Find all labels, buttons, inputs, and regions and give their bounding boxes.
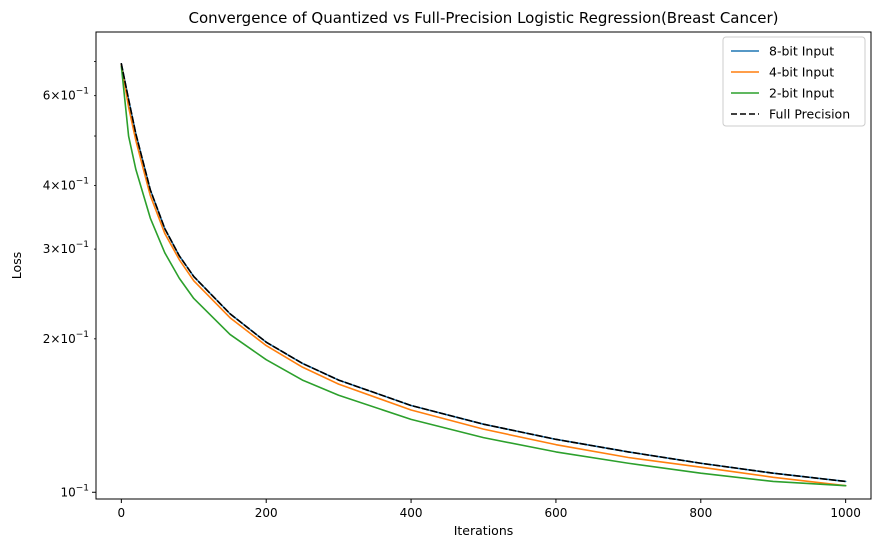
legend-label: 2-bit Input	[769, 86, 834, 101]
x-tick-label-4: 800	[689, 506, 712, 520]
y-tick-exponent: −1	[76, 240, 89, 250]
legend-label: 4-bit Input	[769, 65, 834, 80]
y-tick-mantissa: 4×	[43, 178, 61, 192]
y-tick-mantissa: 6×	[43, 89, 61, 103]
legend-label: 8-bit Input	[769, 44, 834, 59]
x-tick-label-3: 600	[544, 506, 567, 520]
y-tick-base: 10	[60, 485, 75, 499]
legend: 8-bit Input 4-bit Input 2-bit Input Full Pr…	[723, 37, 865, 126]
y-tick-exponent: −1	[76, 87, 89, 97]
legend-label: Full Precision	[769, 107, 850, 122]
y-tick-mantissa: 2×	[43, 332, 61, 346]
y-tick-mantissa: 3×	[43, 242, 61, 256]
x-axis-label: Iterations	[454, 523, 514, 538]
y-tick-exponent: −1	[76, 330, 89, 340]
x-tick-label-2: 400	[400, 506, 423, 520]
chart-title: Convergence of Quantized vs Full-Precisi…	[189, 9, 779, 27]
y-tick-base: 10	[60, 178, 75, 192]
y-tick-exponent: −1	[76, 483, 89, 493]
y-tick-base: 10	[60, 242, 75, 256]
x-tick-label-1: 200	[255, 506, 278, 520]
y-tick-exponent: −1	[76, 176, 89, 186]
y-axis-label: Loss	[9, 252, 24, 279]
x-tick-label-5: 1000	[830, 506, 861, 520]
y-tick-base: 10	[60, 89, 75, 103]
y-tick-base: 10	[60, 332, 75, 346]
x-tick-label-0: 0	[118, 506, 126, 520]
